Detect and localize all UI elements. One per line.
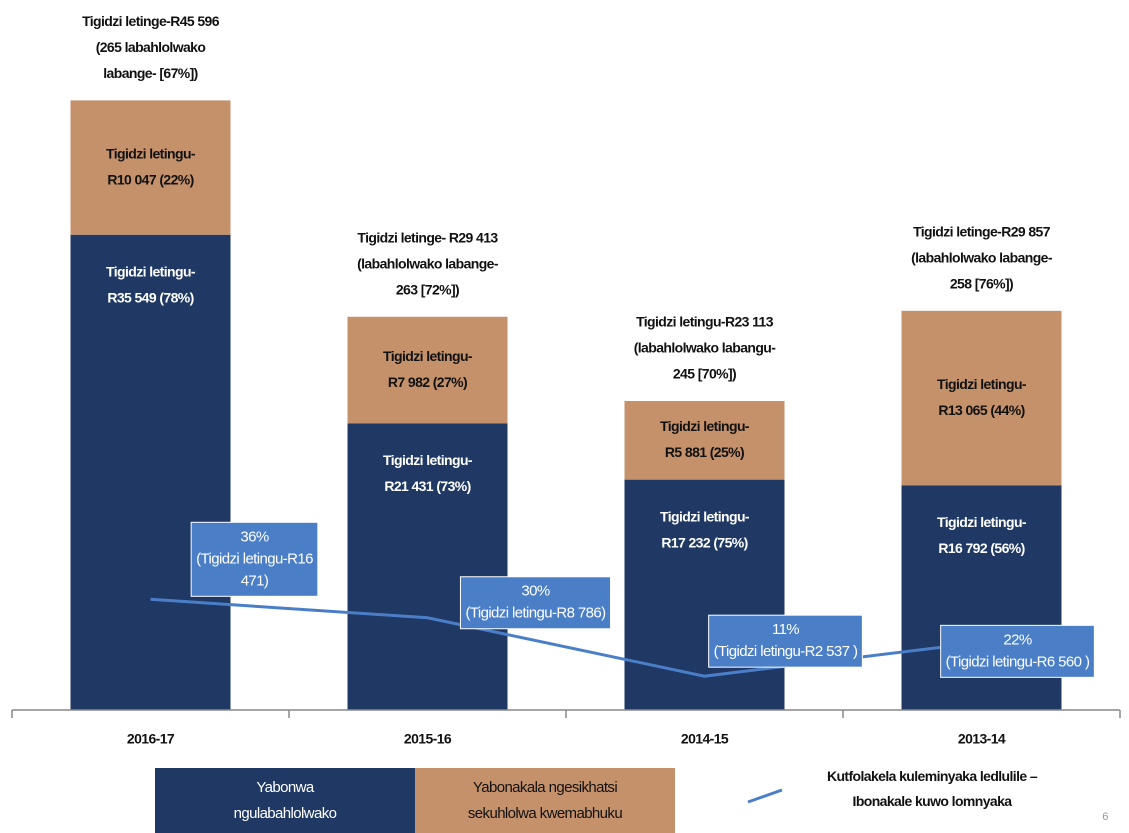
legend-label-line: ngulabahlolwako: [234, 805, 337, 822]
line-label: 22% (Tigidzi letingu-R6 560 ): [940, 624, 1095, 678]
line-label-text: (Tigidzi letingu-R8 786): [465, 605, 606, 622]
total-label: 245 [70%]): [673, 366, 736, 382]
bar-segment: [347, 423, 508, 710]
segment-label: R7 982 (27%): [388, 374, 467, 390]
total-label: Tigidzi letingu-R23 113: [636, 314, 774, 330]
legend-swatch: [415, 768, 675, 833]
segment-label: R16 792 (56%): [938, 540, 1024, 556]
total-label: (265 labahlolwako: [96, 39, 206, 55]
legend-label-line: Yabonakala ngesikhatsi: [473, 779, 617, 796]
total-label: labange- [67%]): [103, 65, 197, 81]
line-label: 30% (Tigidzi letingu-R8 786): [459, 576, 612, 630]
total-label: (labahlolwako labange-: [357, 255, 499, 271]
line-label-text: (Tigidzi letingu-R6 560 ): [946, 653, 1090, 670]
line-label-box: [940, 624, 1095, 678]
x-tick-label: 2015-16: [404, 731, 452, 747]
segment-label: R21 431 (73%): [384, 478, 470, 494]
x-tick-label: 2014-15: [681, 731, 729, 747]
legend-label: Kutfolakela kuleminyaka ledlulile – Ibona…: [827, 768, 1038, 809]
total-label: Tigidzi letinge-R29 857: [913, 224, 1051, 240]
segment-label: Tigidzi letingu-: [383, 452, 473, 468]
segment-label: R17 232 (75%): [661, 534, 747, 550]
segment-label: Tigidzi letingu-: [660, 508, 750, 524]
line-label-text: 36%: [240, 528, 268, 545]
bar-segment: [624, 479, 785, 710]
line-label-text: 471): [241, 572, 269, 589]
segment-label: Tigidzi letingu-: [660, 418, 750, 434]
total-label: Tigidzi letinge-R45 596: [82, 13, 220, 29]
legend-label-line: Yabonwa: [256, 779, 314, 796]
total-label: (labahlolwako labange-: [911, 250, 1053, 266]
total-label: 263 [72%]): [396, 281, 459, 297]
bar-segment: [624, 400, 785, 480]
legend-line: [747, 788, 783, 804]
line-label-text: 30%: [521, 583, 549, 600]
legend-label-line: Kutfolakela kuleminyaka ledlulile –: [827, 768, 1038, 784]
legend-label: Yabonakala ngesikhatsi sekuhlolwa kwemabh…: [468, 779, 622, 822]
bar-segment: [347, 316, 508, 424]
bar-segment: [70, 234, 231, 710]
line-label-box: [190, 521, 319, 597]
line-label-text: 11%: [772, 621, 799, 638]
segment-label: Tigidzi letingu-: [937, 376, 1027, 392]
line-label-text: 22%: [1003, 631, 1031, 648]
page-number: 6: [1102, 811, 1108, 823]
segment-label: Tigidzi letingu-: [106, 145, 196, 161]
total-label: 258 [76%]): [950, 276, 1013, 292]
segment-label: Tigidzi letingu-: [937, 514, 1027, 530]
segment-label: Tigidzi letingu-: [383, 348, 473, 364]
line-label: 36% (Tigidzi letingu-R16 471): [190, 521, 319, 597]
line-label-box: [708, 614, 863, 668]
legend-label: Yabonwa ngulabahlolwako: [234, 779, 337, 822]
legend-swatch: [155, 768, 415, 833]
segment-label: R13 065 (44%): [938, 402, 1024, 418]
line-label-text: (Tigidzi letingu-R2 537 ): [714, 643, 858, 660]
total-label: Tigidzi letinge- R29 413: [357, 229, 498, 245]
line-label-text: (Tigidzi letingu-R16: [196, 550, 313, 567]
segment-label: Tigidzi letingu-: [106, 263, 196, 279]
legend-label-line: Ibonakale kuwo lomnyaka: [853, 793, 1013, 809]
line-label-box: [459, 576, 612, 630]
total-label: (labahlolwako labangu-: [634, 340, 777, 356]
line-label: 11% (Tigidzi letingu-R2 537 ): [708, 614, 863, 668]
segment-label: R10 047 (22%): [107, 171, 193, 187]
segment-label: R5 881 (25%): [665, 444, 744, 460]
bar-segment: [70, 100, 231, 235]
x-tick-label: 2013-14: [958, 731, 1006, 747]
legend-label-line: sekuhlolwa kwemabhuku: [468, 805, 622, 822]
bar-segment: [901, 310, 1062, 486]
x-tick-label: 2016-17: [127, 731, 175, 747]
segment-label: R35 549 (78%): [107, 289, 193, 305]
